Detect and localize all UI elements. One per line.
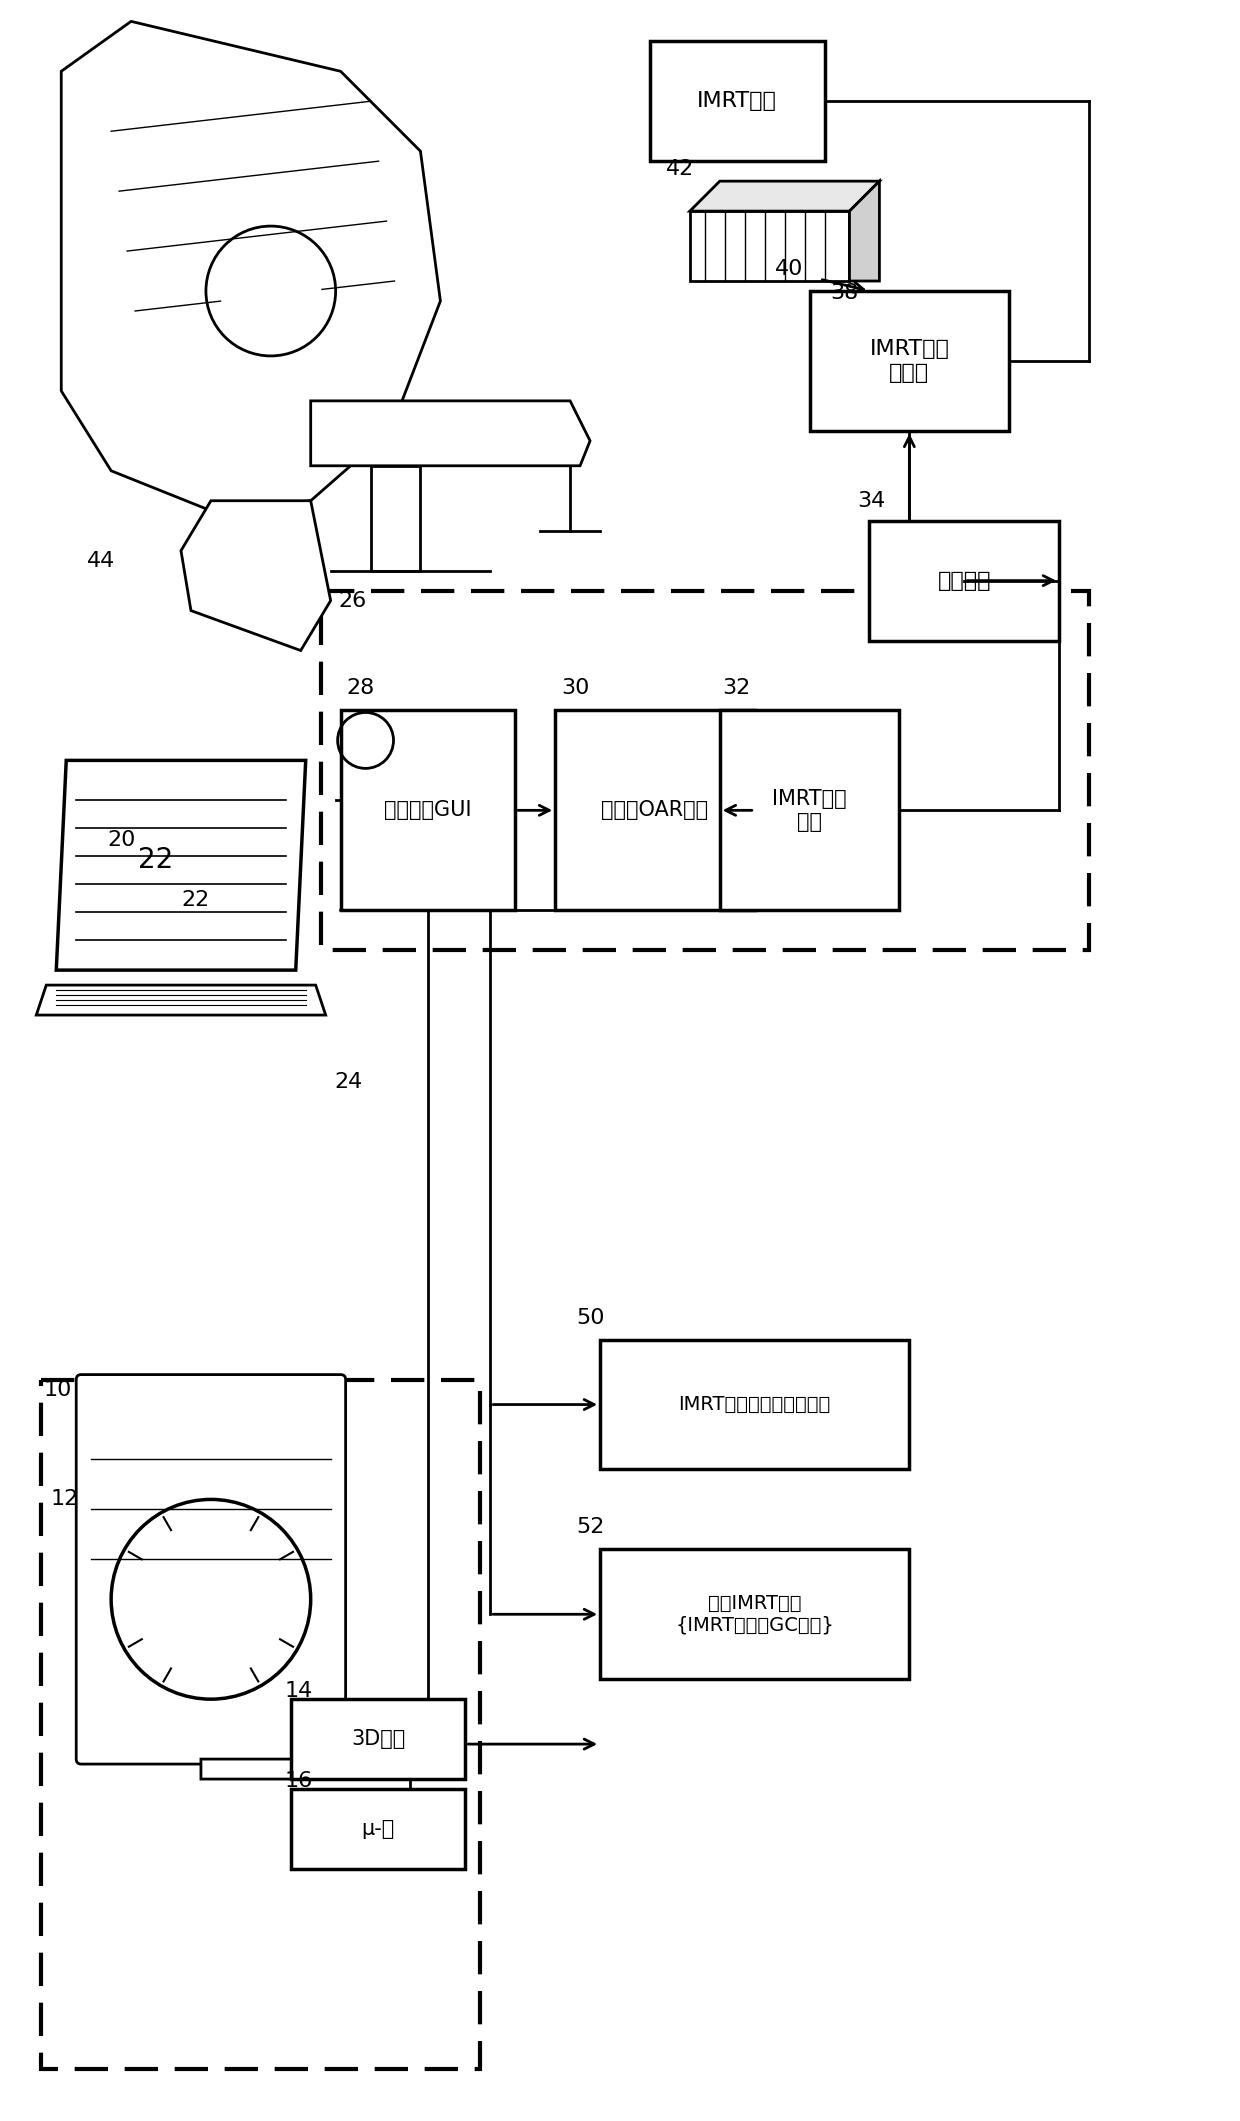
Bar xyxy=(556,711,755,910)
FancyBboxPatch shape xyxy=(76,1374,346,1765)
Polygon shape xyxy=(56,761,306,969)
Polygon shape xyxy=(181,501,331,651)
Polygon shape xyxy=(311,401,590,467)
Bar xyxy=(810,291,1009,431)
Text: 参考IMRT计划
{IMRT计划，GC参考}: 参考IMRT计划 {IMRT计划，GC参考} xyxy=(676,1593,835,1635)
Bar xyxy=(290,1788,465,1869)
Polygon shape xyxy=(201,1758,440,1780)
Bar xyxy=(650,40,825,161)
Polygon shape xyxy=(371,467,420,571)
Text: 26: 26 xyxy=(339,590,367,611)
Text: 12: 12 xyxy=(50,1489,78,1510)
Text: 30: 30 xyxy=(560,679,589,698)
Text: 22: 22 xyxy=(139,846,174,874)
Text: 38: 38 xyxy=(831,282,858,303)
Text: 10: 10 xyxy=(43,1379,72,1400)
Text: 14: 14 xyxy=(285,1682,312,1701)
Text: 24: 24 xyxy=(335,1071,363,1092)
Bar xyxy=(341,711,516,910)
Bar xyxy=(600,1340,909,1470)
Text: 28: 28 xyxy=(346,679,374,698)
Circle shape xyxy=(131,1519,290,1680)
Text: 3D图像: 3D图像 xyxy=(351,1729,405,1750)
Polygon shape xyxy=(849,180,879,280)
Bar xyxy=(600,1548,909,1680)
Text: 52: 52 xyxy=(575,1517,604,1538)
Bar xyxy=(869,522,1059,641)
Text: 34: 34 xyxy=(857,490,885,511)
Text: 22: 22 xyxy=(182,891,210,910)
Text: 40: 40 xyxy=(775,259,804,280)
Text: 目标和OAR轮廓: 目标和OAR轮廓 xyxy=(601,800,708,821)
Text: IMRT计划: IMRT计划 xyxy=(697,91,777,110)
Bar xyxy=(719,711,899,910)
Bar xyxy=(41,1379,480,2068)
Polygon shape xyxy=(61,21,440,511)
Text: 32: 32 xyxy=(723,679,751,698)
Bar xyxy=(689,212,849,280)
Text: IMRT计划可实现性估计器: IMRT计划可实现性估计器 xyxy=(678,1396,831,1415)
Text: 轮廓绘制GUI: 轮廓绘制GUI xyxy=(384,800,471,821)
Polygon shape xyxy=(36,984,326,1016)
Text: 42: 42 xyxy=(666,159,694,178)
Text: IMRT几何
配置: IMRT几何 配置 xyxy=(773,789,847,831)
Text: 50: 50 xyxy=(575,1309,604,1328)
Text: μ-图: μ-图 xyxy=(361,1820,394,1839)
Polygon shape xyxy=(689,180,879,212)
Text: 剂量目标: 剂量目标 xyxy=(937,571,991,590)
Text: 44: 44 xyxy=(87,551,115,571)
Text: 20: 20 xyxy=(107,829,135,851)
Text: 16: 16 xyxy=(285,1771,312,1790)
Bar xyxy=(290,1699,465,1780)
Bar xyxy=(321,590,1089,950)
Text: IMRT计划
优化器: IMRT计划 优化器 xyxy=(869,339,950,382)
Circle shape xyxy=(221,242,321,341)
